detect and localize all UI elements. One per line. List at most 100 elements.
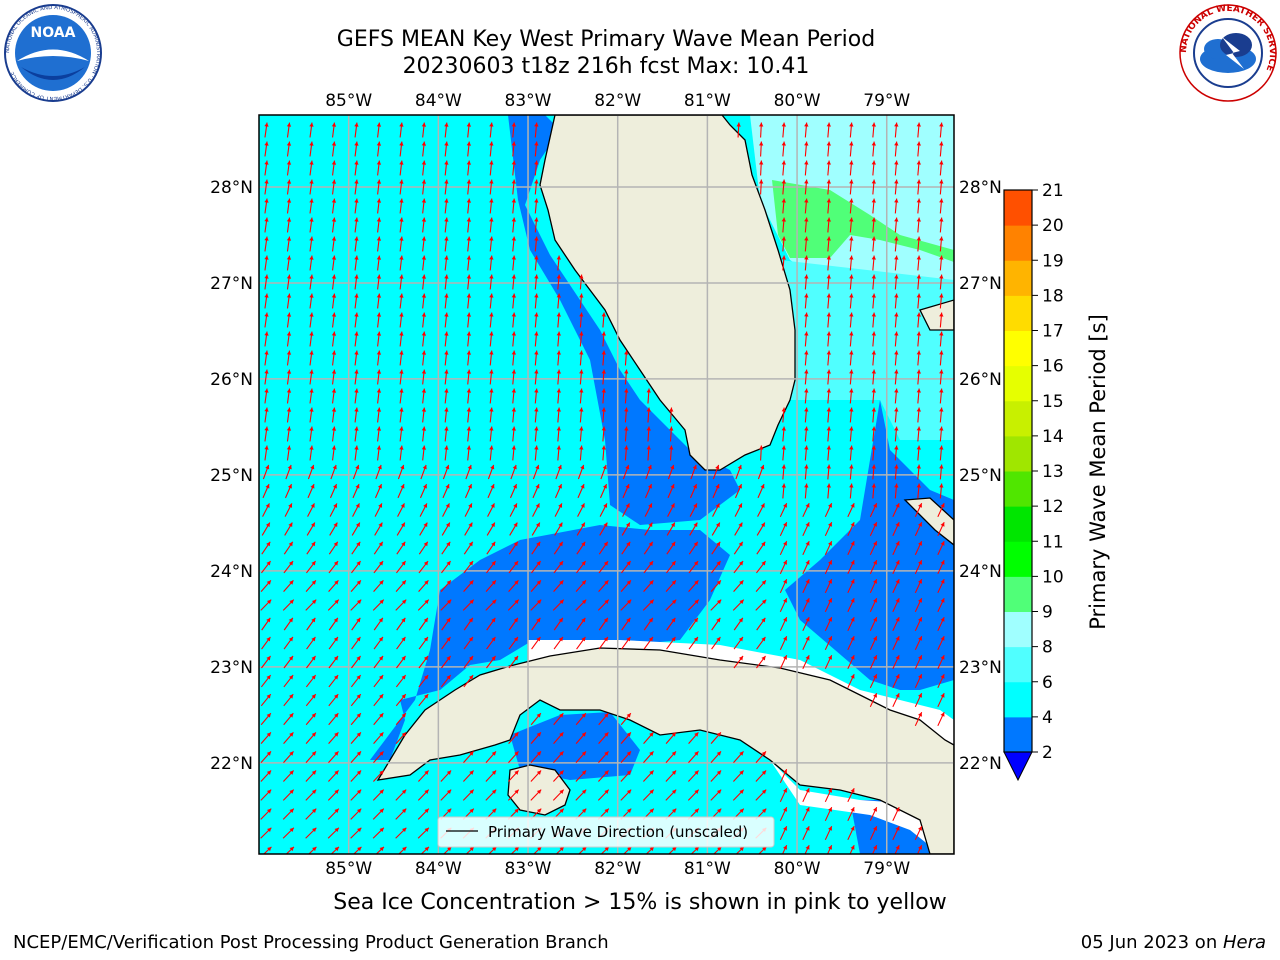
- wave-arrow: [847, 559, 855, 575]
- wave-arrow: [440, 674, 452, 688]
- wave-arrow: [916, 160, 921, 176]
- wave-arrow: [305, 731, 317, 745]
- wave-arrow: [600, 464, 607, 480]
- lon-tick-label: 84°W: [415, 859, 462, 879]
- wave-arrow: [509, 483, 518, 499]
- wave-arrow: [282, 827, 295, 839]
- wave-arrow: [579, 350, 584, 366]
- wave-arrow: [376, 122, 382, 138]
- wave-arrow: [421, 255, 427, 271]
- wave-arrow: [914, 502, 923, 518]
- wave-arrow: [824, 806, 833, 822]
- wave-arrow: [399, 445, 404, 461]
- wave-arrow: [666, 541, 676, 555]
- wave-arrow: [824, 654, 833, 670]
- wave-arrow: [331, 426, 337, 442]
- wave-arrow: [646, 426, 651, 442]
- lon-tick-label: 80°W: [774, 91, 821, 111]
- wave-arrow: [756, 636, 766, 650]
- wave-arrow: [331, 141, 337, 157]
- wave-arrow: [597, 789, 610, 801]
- wave-arrow: [554, 522, 563, 536]
- wave-arrow: [509, 522, 518, 536]
- wave-arrow: [309, 179, 314, 195]
- wave-arrow: [871, 236, 876, 252]
- wave-arrow: [894, 141, 899, 157]
- wave-arrow: [444, 312, 449, 328]
- wave-arrow: [444, 407, 449, 423]
- wave-arrow: [624, 407, 629, 423]
- wave-arrow: [531, 617, 541, 631]
- wave-arrow: [309, 293, 314, 309]
- wave-arrow: [442, 483, 450, 499]
- wave-arrow: [354, 198, 359, 214]
- wave-arrow: [331, 255, 337, 271]
- wave-arrow: [802, 540, 810, 556]
- wave-arrow: [555, 464, 562, 480]
- wave-arrow: [556, 388, 561, 404]
- lat-tick-label: 25°N: [959, 466, 1002, 486]
- wave-arrow: [553, 579, 564, 593]
- wave-arrow: [351, 541, 361, 555]
- map-plot-area: [259, 115, 954, 854]
- wave-arrow: [372, 808, 385, 820]
- wave-arrow: [892, 521, 900, 537]
- wave-arrow: [576, 560, 586, 574]
- colorbar-tick-label: 4: [1042, 708, 1053, 728]
- wave-arrow: [331, 160, 337, 176]
- wave-arrow: [286, 426, 292, 442]
- wave-arrow: [937, 616, 945, 632]
- wave-arrow: [486, 617, 496, 631]
- wave-arrow: [282, 599, 295, 611]
- wave-arrow: [440, 770, 452, 782]
- wave-arrow: [869, 635, 878, 651]
- wave-arrow: [441, 522, 451, 536]
- wave-arrow: [646, 388, 651, 404]
- wave-arrow: [354, 236, 359, 252]
- wave-arrow: [871, 141, 876, 157]
- wave-arrow: [781, 445, 786, 461]
- lat-tick-label: 23°N: [210, 658, 253, 678]
- wave-arrow: [376, 236, 382, 252]
- wave-arrow: [914, 654, 923, 670]
- wave-arrow: [939, 236, 944, 252]
- wave-arrow: [892, 806, 900, 822]
- wave-arrow: [847, 502, 855, 518]
- wave-arrow: [309, 369, 314, 385]
- wave-arrow: [489, 179, 494, 195]
- wave-arrow: [264, 331, 269, 347]
- wave-arrow: [894, 160, 899, 176]
- wave-arrow: [713, 846, 722, 854]
- wave-arrow: [260, 712, 272, 726]
- wave-arrow: [643, 579, 654, 593]
- colorbar-tick-label: 14: [1042, 427, 1064, 447]
- wave-arrow: [331, 179, 337, 195]
- wave-arrow: [804, 312, 809, 328]
- wave-arrow: [781, 407, 786, 423]
- wave-arrow: [556, 274, 561, 290]
- wave-arrow: [260, 579, 272, 593]
- wave-arrow: [665, 770, 677, 782]
- wave-arrow: [849, 160, 854, 176]
- wave-arrow: [395, 599, 407, 611]
- wave-arrow: [847, 616, 855, 632]
- wave-arrow: [373, 693, 384, 707]
- wave-arrow: [710, 751, 722, 763]
- wave-arrow: [849, 198, 854, 214]
- colorbar-tick-label: 11: [1042, 532, 1064, 552]
- wave-arrow: [871, 844, 878, 854]
- wave-arrow: [283, 751, 294, 763]
- wave-arrow: [530, 789, 542, 801]
- wave-arrow: [914, 559, 923, 575]
- colorbar-tick-label: 19: [1042, 251, 1064, 271]
- wave-arrow: [779, 540, 788, 556]
- wave-arrow: [914, 540, 923, 556]
- wave-arrow: [690, 464, 697, 480]
- wave-arrow: [916, 331, 921, 347]
- wave-arrow: [916, 293, 921, 309]
- wave-arrow: [306, 560, 316, 574]
- wave-arrow: [421, 122, 427, 138]
- wave-arrow: [849, 141, 854, 157]
- wave-arrow: [937, 711, 945, 727]
- wave-arrow: [286, 160, 292, 176]
